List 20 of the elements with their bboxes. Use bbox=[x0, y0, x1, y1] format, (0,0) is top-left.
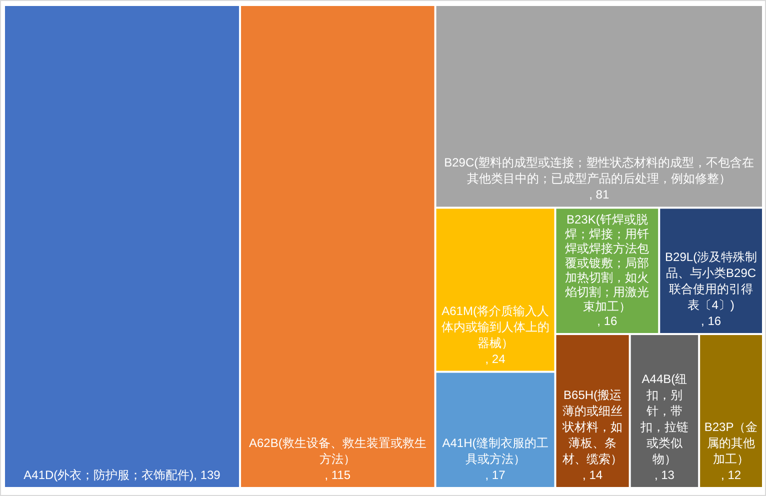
category-label: B23K(钎焊或脱焊；焊接；用钎焊或焊接方法包覆或镀敷；局部加热切割，如火焰切割；用激光束加工） bbox=[565, 212, 650, 314]
data-label: , 115 bbox=[324, 468, 351, 482]
category-label: A62B(救生设备、救生装置或救生方法） bbox=[248, 436, 426, 466]
data-label: , 81 bbox=[589, 188, 610, 202]
category-label: A41D(外衣；防护服；衣饰配件) bbox=[24, 468, 194, 482]
data-label: , 14 bbox=[582, 468, 603, 482]
data-label: , 139 bbox=[194, 468, 221, 482]
category-label: B29L(涉及特殊制品、与小类B29C联合使用的引得表〔4〕) bbox=[665, 250, 758, 312]
category-label: B65H(搬运薄的或细丝状材料，如薄板、条材、缆索） bbox=[562, 388, 623, 466]
data-label: , 12 bbox=[721, 468, 742, 482]
data-label: , 16 bbox=[701, 314, 722, 328]
category-label: A44B(纽扣，别针，带扣，拉链或类似物） bbox=[639, 372, 688, 466]
category-label: B29C(塑料的成型或连接；塑性状态材料的成型，不包含在其他类目中的；已成型产品的后处理，例如修整） bbox=[444, 156, 754, 186]
data-label: , 17 bbox=[485, 468, 506, 482]
data-label: , 16 bbox=[597, 314, 618, 328]
data-label: , 24 bbox=[485, 352, 506, 366]
category-label: B23P（金属的其他加工） bbox=[704, 420, 758, 466]
data-label: , 13 bbox=[654, 468, 675, 482]
category-label: A61M(将介质输入人体内或输到人体上的器械） bbox=[441, 304, 550, 350]
category-label: A41H(缝制衣服的工具或方法） bbox=[442, 436, 548, 466]
